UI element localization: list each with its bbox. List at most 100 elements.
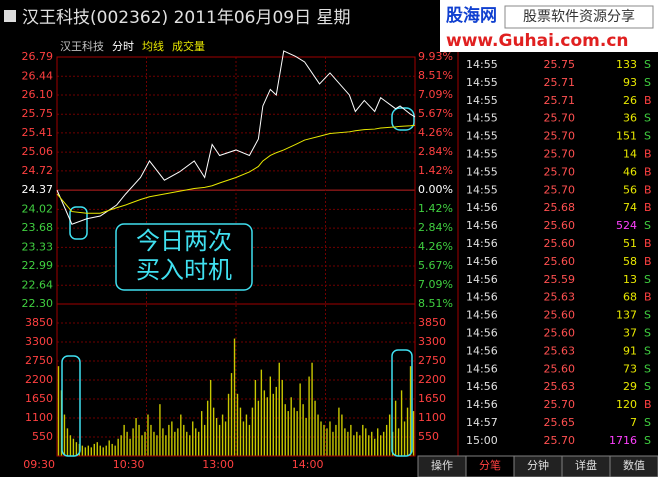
volume-bar [344,428,346,456]
x-tick-label: 10:30 [113,458,145,471]
volume-bar [63,414,66,456]
trade-side: S [644,380,651,393]
tab[interactable] [609,455,658,477]
volume-bar [189,435,191,456]
y2-tick-label: 8.51% [418,69,453,82]
trade-price: 25.60 [544,219,576,232]
trade-time: 14:55 [466,58,498,71]
volume-bar [248,424,251,456]
trade-side: S [644,344,651,357]
trade-price: 25.71 [544,76,576,89]
volume-bar [186,431,188,456]
trade-time: 14:55 [466,165,498,178]
volume-bar [388,414,391,456]
trade-price: 25.70 [544,434,576,447]
trade-volume: 524 [616,219,637,232]
volume-bar [365,428,367,456]
trade-price: 25.70 [544,130,576,143]
volume-bar [236,393,239,456]
volume-bar [206,400,209,456]
trade-side: S [644,112,651,125]
tab-label[interactable]: 分笔 [479,458,501,472]
volume-bar [335,424,337,456]
trade-price: 25.70 [544,148,576,161]
y2-tick-label: 2.84% [418,221,453,234]
trade-price: 25.68 [544,201,576,214]
trade-time: 14:56 [466,273,498,286]
trade-price: 25.59 [544,273,576,286]
volume-bar [284,404,286,456]
trade-volume: 133 [616,58,637,71]
trade-price: 25.60 [544,309,576,322]
chart-label: 均线 [142,39,164,53]
volume-bar [165,435,167,456]
volume-bar [212,407,215,456]
volume-bar [397,428,400,456]
trade-volume: 58 [623,255,637,268]
price-line [56,50,416,225]
trade-side: S [644,434,651,447]
trade-price: 25.60 [544,255,576,268]
chart-label: 汉王科技 [60,39,104,53]
trade-side: B [644,398,652,411]
y-tick-label: 3850 [25,316,53,329]
trade-side: S [644,219,651,232]
volume-bar [171,421,173,456]
y2-tick-label: 5.67% [418,107,453,120]
trade-time: 14:56 [466,237,498,250]
y2-tick-label: 9.93% [418,50,453,63]
volume-bar [326,428,328,456]
volume-bar [221,414,224,456]
y-tick-label: 25.41 [22,126,54,139]
trade-side: B [644,148,652,161]
volume-bar [266,397,269,456]
trade-time: 14:56 [466,398,498,411]
tab-label[interactable]: 详盘 [575,458,597,472]
volume-bar [123,424,125,456]
trade-side: B [644,255,652,268]
volume-bar [233,338,236,456]
trade-price: 25.70 [544,112,576,125]
y2-tick-label: 3850 [418,316,446,329]
volume-bar [278,362,280,456]
trade-volume: 91 [623,344,637,357]
y-tick-label: 25.06 [22,145,54,158]
volume-bar [57,366,60,456]
tab-label[interactable]: 数值 [623,459,645,472]
y2-tick-label: 1100 [418,411,446,424]
volume-bar [81,445,84,456]
volume-bar [195,428,197,456]
y-tick-label: 24.37 [22,183,54,196]
trade-time: 14:56 [466,309,498,322]
volume-bar [257,400,260,456]
trade-side: S [644,130,651,143]
annotation: 买入时机 [136,256,232,284]
y-tick-label: 22.99 [22,259,54,272]
volume-bar [156,435,158,456]
volume-bar [227,393,230,456]
trade-price: 25.71 [544,94,576,107]
y-tick-label: 3300 [25,335,53,348]
volume-bar [329,421,331,456]
volume-bar [84,447,87,456]
trade-side: B [644,291,652,304]
tab-label[interactable]: 操作 [431,458,453,472]
volume-bar [180,414,182,456]
volume-bar [311,362,313,456]
volume-bar [362,424,364,456]
y-tick-label: 22.64 [22,278,54,291]
trade-side: S [644,416,651,429]
trade-price: 25.63 [544,380,576,393]
trade-side: S [644,58,651,71]
trade-volume: 120 [616,398,637,411]
volume-bar [353,435,355,456]
volume-bar [406,407,409,456]
volume-bar [183,424,185,456]
y2-tick-label: 7.09% [418,278,453,291]
tab-label[interactable]: 分钟 [527,458,549,472]
trade-price: 25.63 [544,291,576,304]
volume-bar [75,442,78,456]
trade-volume: 56 [623,183,637,196]
x-tick-label: 09:30 [23,458,55,471]
volume-bar [105,445,107,456]
